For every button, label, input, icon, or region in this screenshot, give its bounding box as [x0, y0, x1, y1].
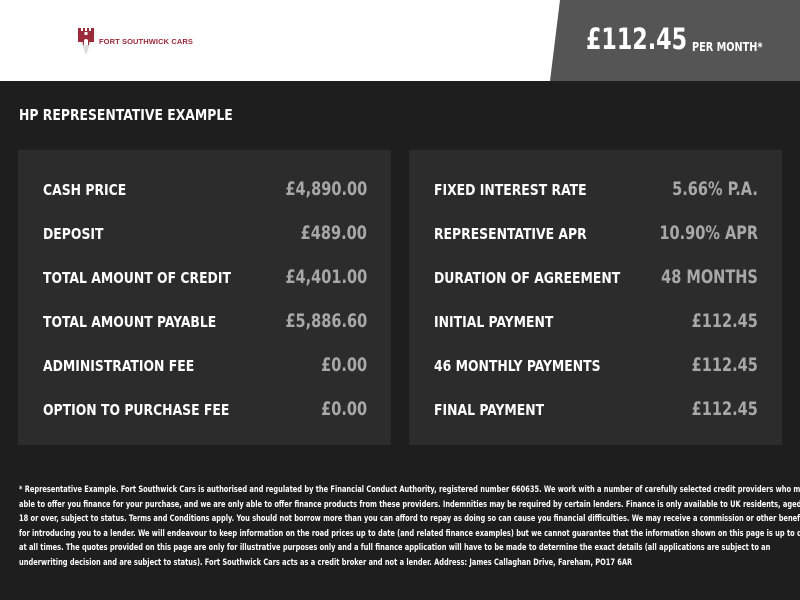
logo[interactable]: FORT SOUTHWICK CARS	[76, 26, 193, 56]
row-value: £4,890.00	[285, 178, 367, 200]
row-value: 48 MONTHS	[661, 266, 758, 288]
row-label: DURATION OF AGREEMENT	[434, 269, 621, 287]
disclaimer-line: * Representative Example. Fort Southwick…	[19, 484, 800, 494]
finance-panel-left: CASH PRICE £4,890.00 DEPOSIT £489.00 TOTAL…	[18, 150, 391, 445]
row-label: TOTAL AMOUNT OF CREDIT	[43, 269, 231, 287]
row-label: 46 MONTHLY PAYMENTS	[434, 357, 601, 375]
finance-row: OPTION TO PURCHASE FEE £0.00	[18, 398, 391, 442]
finance-row: INITIAL PAYMENT £112.45	[409, 310, 782, 354]
row-label: CASH PRICE	[43, 181, 127, 199]
row-value: £4,401.00	[285, 266, 367, 288]
row-label: REPRESENTATIVE APR	[434, 225, 587, 243]
finance-row: TOTAL AMOUNT PAYABLE £5,886.60	[18, 310, 391, 354]
logo-text: FORT SOUTHWICK CARS	[99, 36, 193, 46]
disclaimer: * Representative Example. Fort Southwick…	[19, 482, 800, 570]
row-value: £5,886.60	[285, 310, 367, 332]
disclaimer-line: at all times. The quotes provided on thi…	[19, 542, 771, 553]
row-label: DEPOSIT	[43, 225, 104, 243]
row-label: INITIAL PAYMENT	[434, 313, 554, 331]
finance-row: CASH PRICE £4,890.00	[18, 178, 391, 222]
row-value: £112.45	[691, 310, 758, 332]
disclaimer-line: underwriting decision and are subject to…	[19, 556, 633, 567]
row-value: £112.45	[691, 398, 758, 420]
row-value: £112.45	[691, 354, 758, 376]
page-title: HP REPRESENTATIVE EXAMPLE	[19, 106, 233, 124]
row-value: 10.90% APR	[659, 222, 758, 244]
finance-row: REPRESENTATIVE APR 10.90% APR	[409, 222, 782, 266]
row-value: £489.00	[300, 222, 367, 244]
header: FORT SOUTHWICK CARS £112.45 PER MONTH*	[0, 0, 800, 81]
finance-row: DEPOSIT £489.00	[18, 222, 391, 266]
row-label: TOTAL AMOUNT PAYABLE	[43, 313, 217, 331]
disclaimer-line: able to offer you finance for your purch…	[19, 498, 800, 509]
row-label: FIXED INTEREST RATE	[434, 181, 587, 199]
row-label: ADMINISTRATION FEE	[43, 357, 195, 375]
row-value: 5.66% P.A.	[672, 178, 758, 200]
row-value: £0.00	[321, 398, 367, 420]
finance-panel-right: FIXED INTEREST RATE 5.66% P.A. REPRESENTA…	[409, 150, 782, 445]
monthly-price: £112.45	[586, 22, 688, 56]
per-month-label: PER MONTH*	[692, 40, 763, 54]
finance-row: FIXED INTEREST RATE 5.66% P.A.	[409, 178, 782, 222]
row-label: OPTION TO PURCHASE FEE	[43, 401, 230, 419]
disclaimer-line: for introducing you to a lender. We will…	[19, 527, 800, 538]
disclaimer-line: 18 or over, subject to status. Terms and…	[19, 513, 800, 524]
finance-row: TOTAL AMOUNT OF CREDIT £4,401.00	[18, 266, 391, 310]
castle-logo-icon	[77, 28, 95, 55]
finance-row: 46 MONTHLY PAYMENTS £112.45	[409, 354, 782, 398]
finance-row: ADMINISTRATION FEE £0.00	[18, 354, 391, 398]
row-label: FINAL PAYMENT	[434, 401, 545, 419]
finance-row: FINAL PAYMENT £112.45	[409, 398, 782, 442]
monthly-price-box: £112.45 PER MONTH*	[550, 0, 800, 81]
finance-row: DURATION OF AGREEMENT 48 MONTHS	[409, 266, 782, 310]
row-value: £0.00	[321, 354, 367, 376]
